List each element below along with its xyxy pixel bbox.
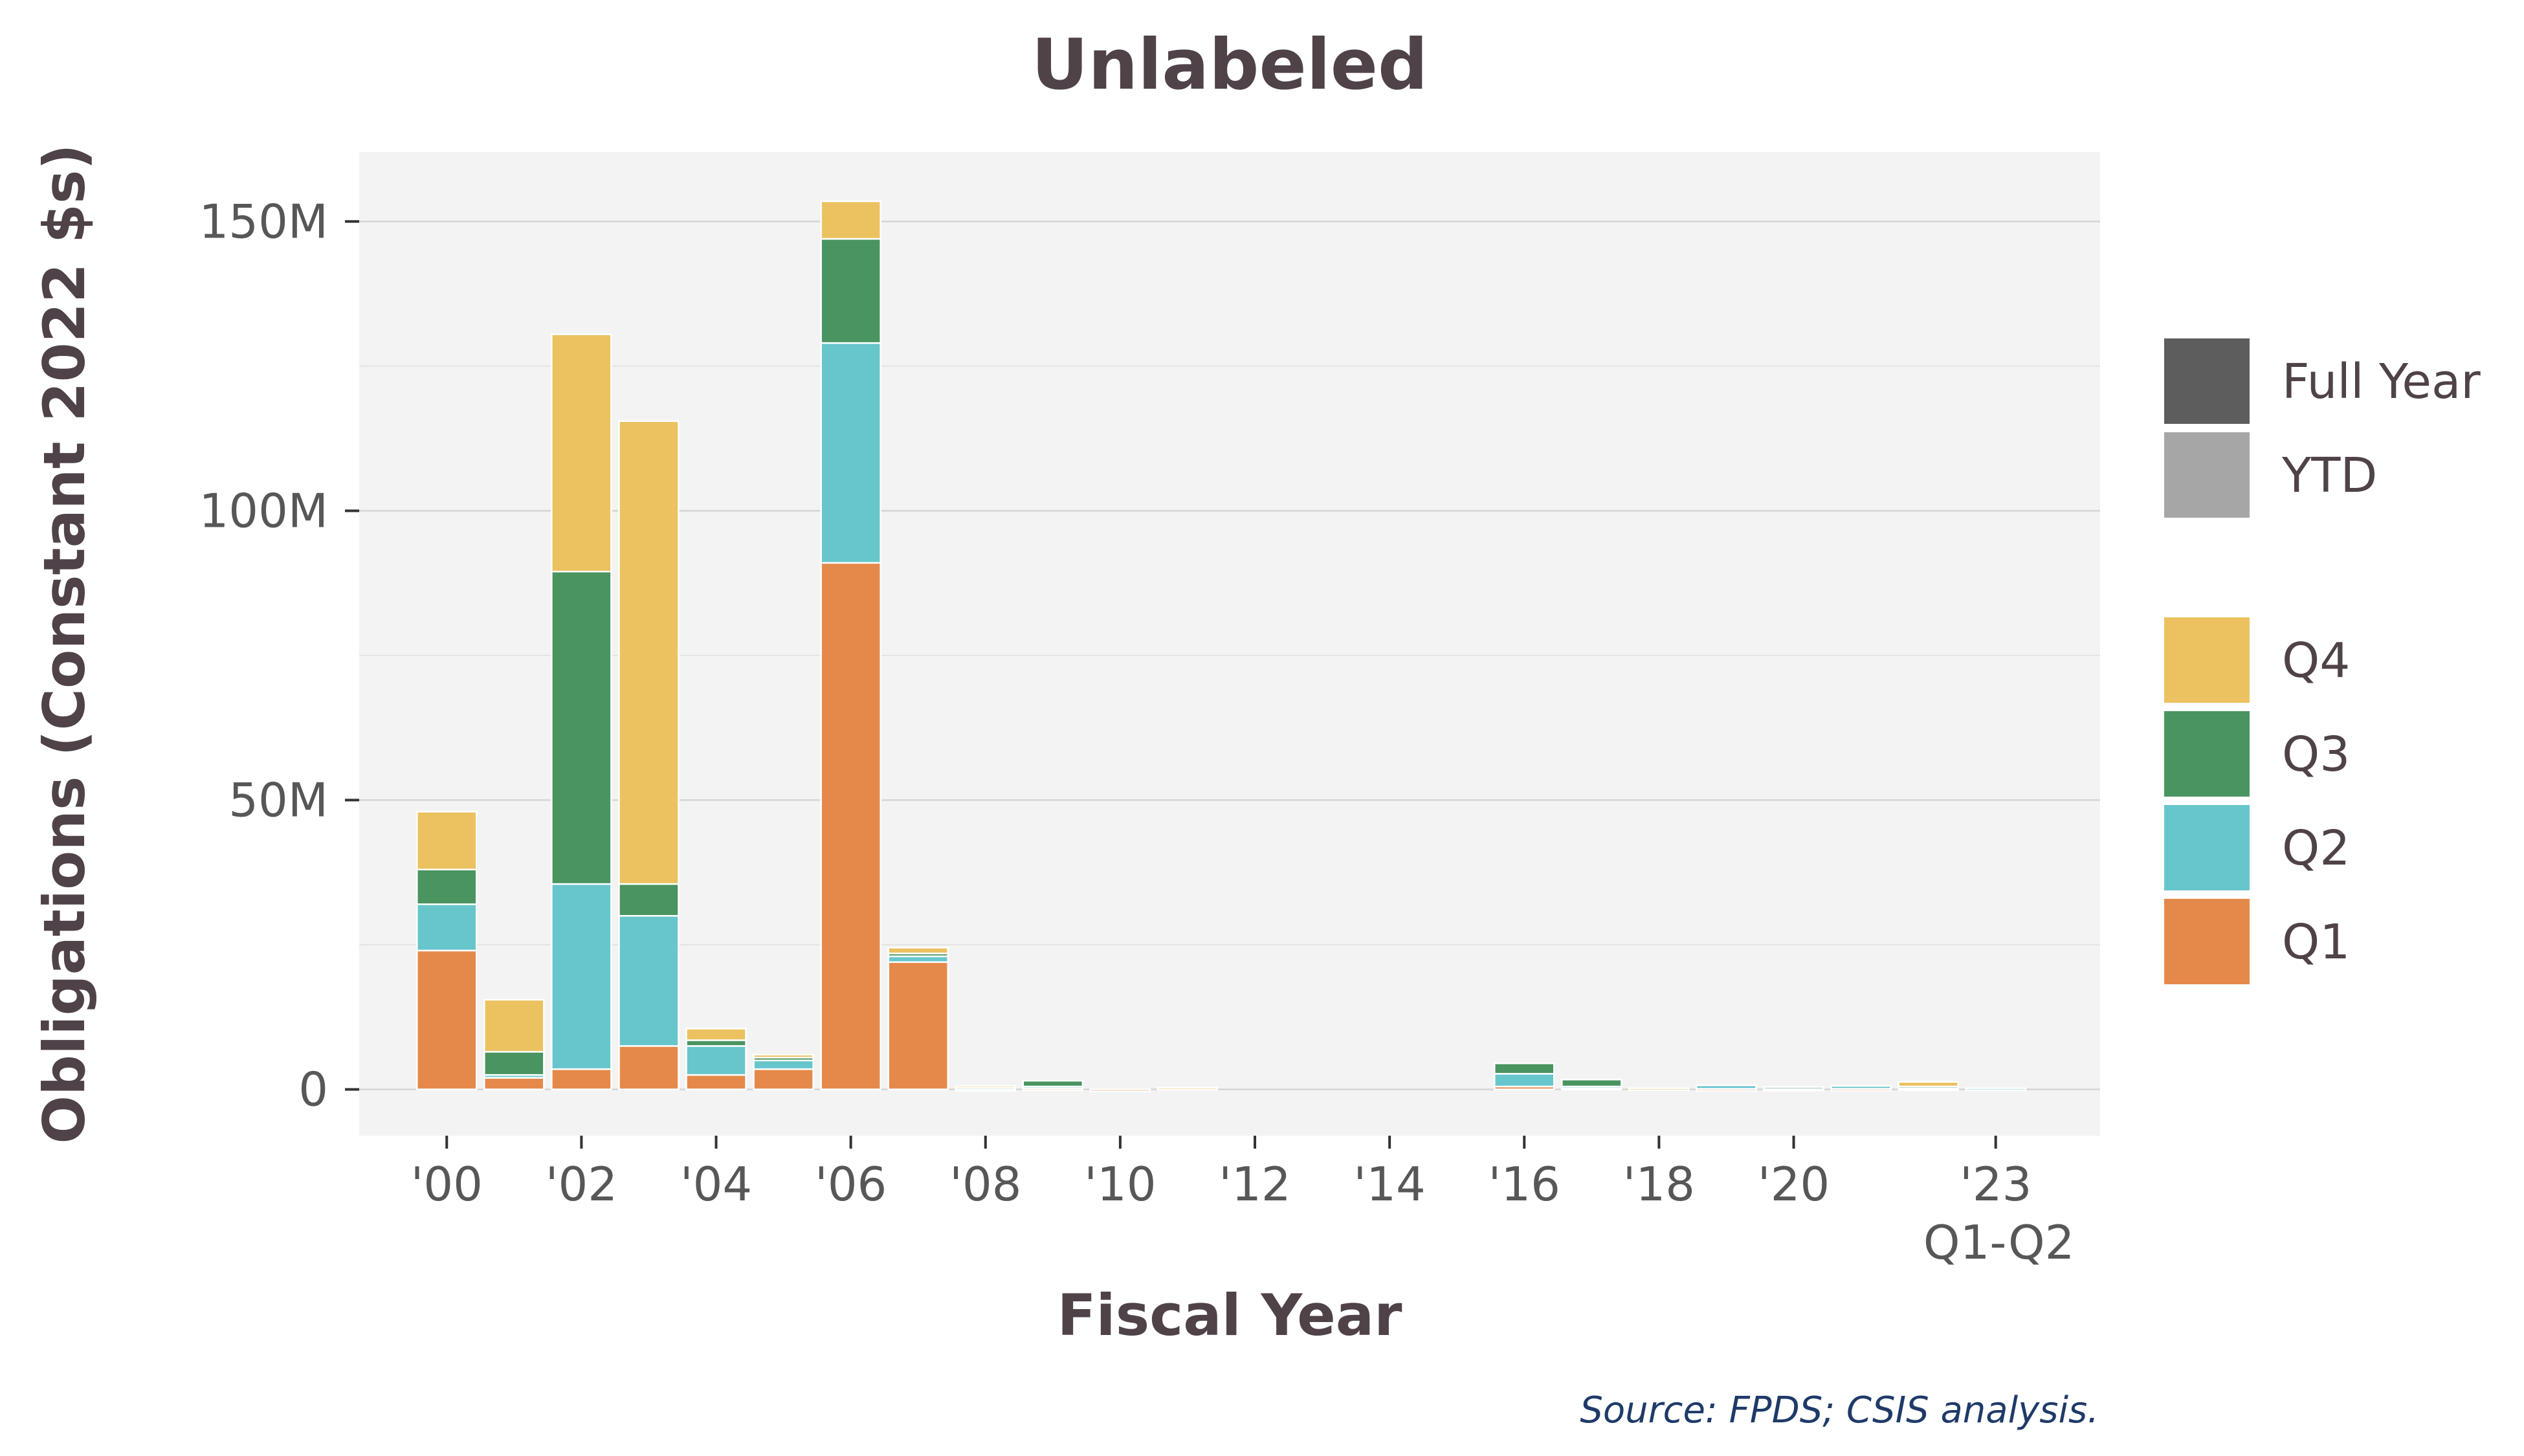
y-tick-label: 50M <box>228 773 328 827</box>
x-tick-label: '20 <box>1758 1157 1830 1211</box>
x-tick-label: '08 <box>949 1157 1021 1211</box>
legend-label-q4: Q4 <box>2282 633 2350 689</box>
legend-swatch-q1 <box>2162 896 2252 987</box>
bar-q3-2006 <box>820 237 881 344</box>
bar-q1-2005 <box>753 1068 814 1090</box>
source-caption: Source: FPDS; CSIS analysis. <box>1580 1389 2099 1431</box>
x-tick-label: '23 <box>1960 1157 2031 1211</box>
legend-swatch-q4 <box>2162 615 2252 705</box>
bar-q4-2002 <box>551 333 612 573</box>
chart-title: Unlabeled <box>1032 25 1428 105</box>
bar-q3-2009 <box>1022 1079 1084 1088</box>
x-tick-label: '18 <box>1623 1157 1695 1211</box>
legend-label-full-year: Full Year <box>2282 354 2481 410</box>
bar-q1-2004 <box>685 1074 747 1090</box>
bar-q4-2005 <box>753 1053 814 1059</box>
bar-q2-2019 <box>1696 1084 1757 1090</box>
bar-q2-2016 <box>1494 1073 1555 1088</box>
bar-q1-2000 <box>416 949 478 1090</box>
bar-q1-2010 <box>1089 1088 1151 1092</box>
bar-q2-2005 <box>753 1059 814 1070</box>
bar-q1-2006 <box>820 562 881 1090</box>
bars <box>416 200 2026 1092</box>
bar-q2-2002 <box>551 883 612 1070</box>
bar-q1-2001 <box>483 1077 545 1090</box>
y-tick-label: 100M <box>199 483 328 538</box>
legend-swatch-q3 <box>2162 709 2252 799</box>
bar-q3-2020 <box>1763 1086 1824 1090</box>
bar-q3-2002 <box>551 570 612 885</box>
x-tick-label: '14 <box>1353 1157 1425 1211</box>
x-tick-label: '16 <box>1489 1157 1560 1211</box>
bar-q2-2023 <box>1965 1087 2026 1091</box>
legend-swatch-ytd <box>2162 430 2252 520</box>
legend: Full Year YTD Q4 Q3 Q2 Q1 <box>2162 336 2481 987</box>
bar-q4-2006 <box>820 200 881 240</box>
bar-q4-2003 <box>618 420 680 885</box>
x-axis-title: Fiscal Year <box>1057 1282 1402 1349</box>
bar-q4-2011 <box>1157 1086 1219 1091</box>
legend-label-q3: Q3 <box>2282 727 2350 782</box>
bar-q3-2004 <box>685 1039 747 1047</box>
legend-swatch-full-year <box>2162 336 2252 426</box>
y-tick-label: 0 <box>298 1062 328 1116</box>
bar-q4-2004 <box>685 1028 747 1041</box>
bar-q1-2003 <box>618 1045 680 1090</box>
legend-swatch-q2 <box>2162 802 2252 893</box>
bar-q1-2007 <box>887 961 949 1090</box>
x-tick-label: '10 <box>1084 1157 1156 1211</box>
x-tick-label: '04 <box>680 1157 752 1211</box>
x-tick-label: '12 <box>1219 1157 1290 1211</box>
bar-q3-2003 <box>618 883 680 917</box>
bar-q4-2008 <box>955 1085 1017 1089</box>
bar-q3-2000 <box>416 868 478 905</box>
bar-q2-2000 <box>416 903 478 952</box>
bar-q1-2002 <box>551 1068 612 1090</box>
bar-q4-2022 <box>1898 1081 1959 1088</box>
bar-q3-2001 <box>483 1051 545 1076</box>
bar-q2-2003 <box>618 914 680 1047</box>
bar-q2-2021 <box>1830 1085 1892 1090</box>
x-tick-sublabel: Q1-Q2 <box>1923 1215 2075 1270</box>
y-axis-title: Obligations (Constant 2022 $s) <box>31 144 98 1143</box>
bar-q4-2018 <box>1628 1087 1690 1091</box>
x-tick-label: '06 <box>815 1157 887 1211</box>
bar-q2-2007 <box>887 955 949 964</box>
legend-label-ytd: YTD <box>2281 448 2377 503</box>
y-tick-label: 150M <box>199 194 328 248</box>
legend-label-q1: Q1 <box>2282 914 2350 970</box>
bar-q4-2007 <box>887 947 949 954</box>
y-axis: 0 50M 100M 150M <box>199 194 359 1116</box>
x-tick-label: '02 <box>546 1157 617 1211</box>
bar-q3-2016 <box>1494 1062 1555 1075</box>
bar-q2-2006 <box>820 342 881 564</box>
bar-q3-2017 <box>1561 1079 1622 1088</box>
bar-q4-2001 <box>483 998 545 1053</box>
bar-q2-2004 <box>685 1045 747 1076</box>
x-axis: '00 '02 '04 '06 '08 '10 '12 '14 '16 '18 '20 '23Q1-Q… <box>411 1136 2075 1270</box>
bar-q4-2000 <box>416 811 478 870</box>
legend-label-q2: Q2 <box>2282 821 2350 876</box>
x-tick-label: '00 <box>411 1157 483 1211</box>
